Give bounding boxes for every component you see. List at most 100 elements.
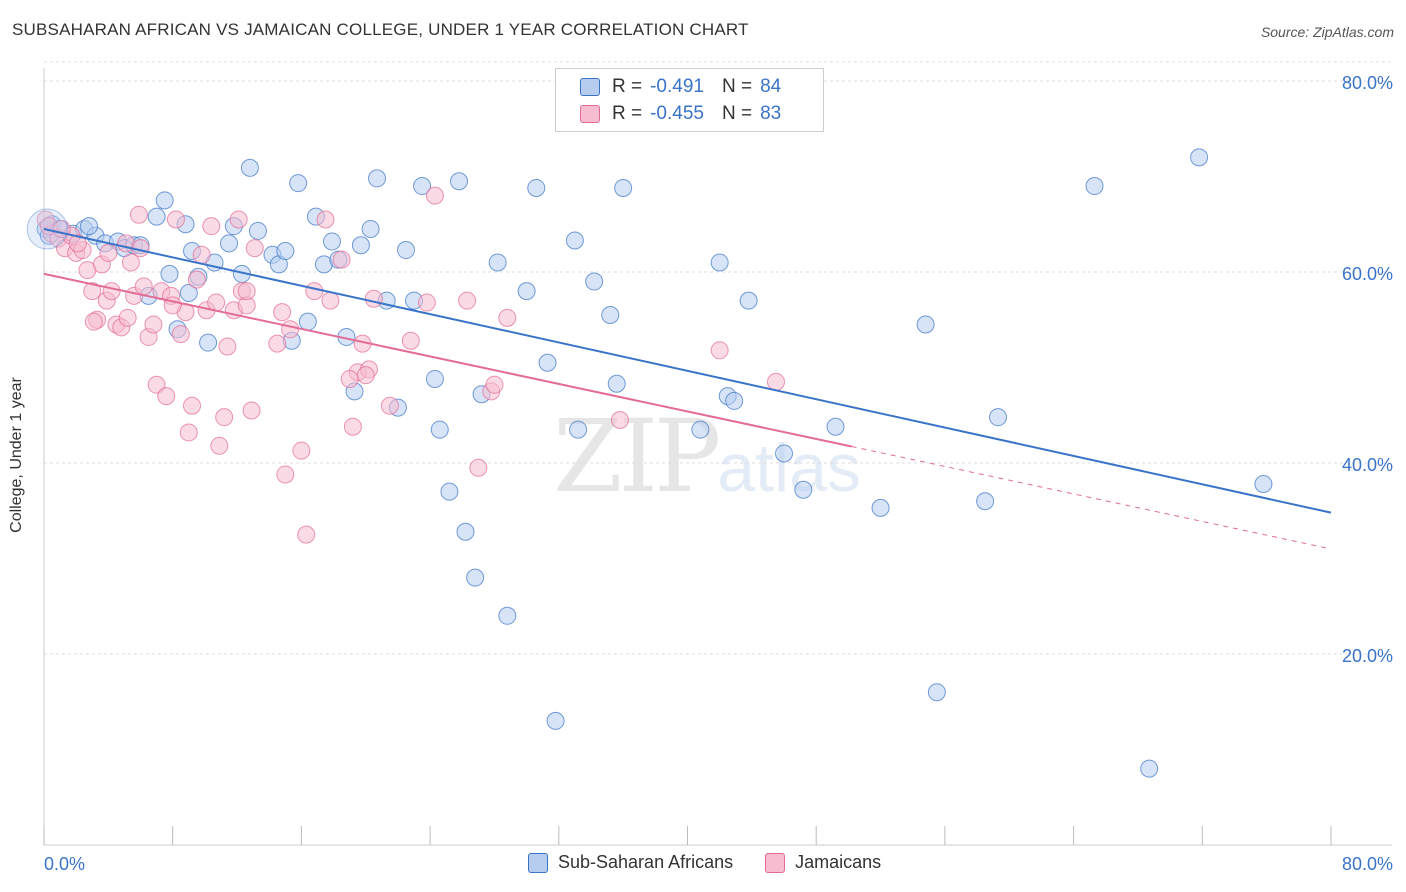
legend-swatch-blue <box>580 78 600 96</box>
jamaican-trend-line <box>43 272 852 448</box>
x-tick-label: 0.0% <box>44 854 85 874</box>
subsaharan-point <box>430 420 449 439</box>
jamaican-point <box>134 277 153 296</box>
correlation-legend: R = -0.491 N = 84 R = -0.455 N = 83 <box>555 68 824 132</box>
jamaican-point <box>237 282 256 301</box>
subsaharan-point <box>199 333 218 352</box>
subsaharan-point <box>147 207 166 226</box>
jamaican-point <box>118 308 137 327</box>
subsaharan-point <box>456 522 475 541</box>
jamaican-point <box>610 411 629 430</box>
jamaican-point <box>343 417 362 436</box>
jamaican-point <box>469 458 488 477</box>
subsaharan-point <box>601 305 620 324</box>
subsaharan-point <box>80 217 99 236</box>
subsaharan-point <box>517 282 536 301</box>
subsaharan-point <box>368 169 387 188</box>
jamaican-point <box>242 401 261 420</box>
jamaican-point <box>229 210 248 229</box>
subsaharan-point <box>607 374 626 393</box>
legend-r-value: -0.491 <box>650 76 704 97</box>
legend-label: Sub-Saharan Africans <box>558 852 734 872</box>
subsaharan-point <box>322 232 341 251</box>
subsaharan-point <box>585 272 604 291</box>
jamaican-point <box>297 525 316 544</box>
subsaharan-point <box>361 220 380 239</box>
jamaican-point <box>340 369 359 388</box>
subsaharan-point <box>826 417 845 436</box>
source-credit: Source: ZipAtlas.com <box>1260 24 1394 40</box>
jamaican-point <box>187 270 206 289</box>
y-tick-label: 60.0% <box>1342 264 1393 284</box>
jamaican-point <box>183 396 202 415</box>
legend-r-value: -0.455 <box>650 103 704 124</box>
legend-label: Jamaicans <box>795 852 882 872</box>
jamaican-point <box>157 387 176 406</box>
subsaharan-point <box>248 221 267 240</box>
jamaican-point <box>458 291 477 310</box>
jamaican-point <box>83 282 102 301</box>
jamaican-point <box>332 250 351 269</box>
jamaican-point <box>102 282 121 301</box>
jamaican-point <box>401 331 420 350</box>
legend-n-label: N = <box>721 76 753 97</box>
jamaican-point <box>99 243 118 262</box>
x-tick-label: 80.0% <box>1342 854 1393 874</box>
subsaharan-point <box>916 315 935 334</box>
subsaharan-point <box>1190 148 1209 167</box>
jamaican-point <box>129 205 148 224</box>
subsaharan-point <box>614 178 633 197</box>
jamaican-point <box>192 245 211 264</box>
tick-labels: 20.0% 40.0% 60.0% 80.0% 0.0% 80.0% <box>44 73 1393 874</box>
subsaharan-point <box>396 241 415 260</box>
subsaharan-point <box>538 353 557 372</box>
jamaican-point <box>356 366 375 385</box>
legend-n-label: N = <box>721 103 753 124</box>
legend-swatch-pink <box>765 852 786 873</box>
axes <box>43 68 1392 846</box>
subsaharan-point <box>289 174 308 193</box>
subsaharan-point <box>988 408 1007 427</box>
jamaican-point <box>68 234 87 253</box>
subsaharan-point <box>298 312 317 331</box>
subsaharan-point <box>466 568 485 587</box>
subsaharan-point <box>351 236 370 255</box>
jamaican-point <box>273 303 292 322</box>
subsaharan-point <box>450 172 469 191</box>
legend-row-jamaican: R = -0.455 N = 83 <box>580 102 781 126</box>
subsaharan-point <box>527 178 546 197</box>
legend-item-subsaharan: Sub-Saharan Africans <box>528 852 733 873</box>
trend-lines <box>43 228 1332 550</box>
jamaican-point <box>218 337 237 356</box>
subsaharan-point <box>220 234 239 253</box>
jamaican-point <box>417 293 436 312</box>
subsaharan-point <box>240 158 259 177</box>
jamaican-point <box>364 289 383 308</box>
jamaican-point <box>179 423 198 442</box>
jamaican-point <box>321 291 340 310</box>
subsaharan-point <box>546 711 565 730</box>
jamaican-point <box>710 341 729 360</box>
subsaharan-point <box>871 498 890 517</box>
jamaican-point <box>121 253 140 272</box>
subsaharan-point <box>725 391 744 410</box>
subsaharan-point <box>413 177 432 196</box>
subsaharan-point <box>155 191 174 210</box>
y-tick-label: 20.0% <box>1342 646 1393 666</box>
subsaharan-point <box>691 420 710 439</box>
subsaharan-point <box>179 284 198 303</box>
jamaican-point <box>245 239 264 258</box>
subsaharan-point <box>1140 759 1159 778</box>
jamaican-point <box>292 441 311 460</box>
jamaican-point <box>215 408 234 427</box>
jamaican-point <box>268 334 287 353</box>
subsaharan-trend-line <box>43 228 1332 514</box>
jamaican-point <box>171 325 190 344</box>
subsaharan-point <box>565 231 584 250</box>
chart-title: SUBSAHARAN AFRICAN VS JAMAICAN COLLEGE, … <box>12 20 749 39</box>
subsaharan-point <box>160 264 179 283</box>
jamaican-point <box>498 308 517 327</box>
subsaharan-point <box>1254 475 1273 494</box>
legend-n-value: 83 <box>760 103 782 124</box>
